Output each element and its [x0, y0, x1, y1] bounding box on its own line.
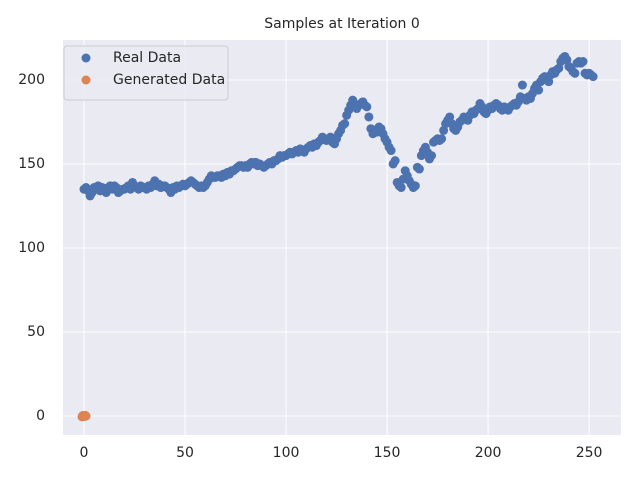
point [362, 102, 372, 112]
point [386, 146, 396, 156]
legend-marker [81, 53, 91, 63]
point [396, 183, 406, 193]
point [414, 164, 424, 174]
x-tick-label: 200 [475, 445, 502, 461]
legend-label: Real Data [113, 50, 181, 66]
point [437, 134, 447, 144]
point [390, 156, 400, 166]
y-tick-label: 200 [18, 72, 45, 88]
point [364, 112, 374, 122]
y-tick-label: 150 [18, 156, 45, 172]
point [517, 80, 527, 90]
point [81, 411, 91, 421]
y-tick-label: 50 [27, 324, 45, 340]
x-tick-label: 100 [273, 445, 300, 461]
point [340, 119, 350, 129]
legend-marker [81, 75, 91, 85]
point [588, 72, 598, 82]
point [570, 68, 580, 78]
legend-box [63, 45, 229, 101]
y-tick-label: 0 [36, 408, 45, 424]
plot-area [63, 40, 621, 435]
point [534, 85, 544, 95]
x-tick-label: 0 [80, 445, 89, 461]
x-tick-label: 150 [374, 445, 401, 461]
point [578, 57, 588, 67]
chart-title: Samples at Iteration 0 [264, 16, 420, 32]
x-tick-label: 50 [176, 445, 194, 461]
y-tick-label: 100 [18, 240, 45, 256]
point [426, 151, 436, 161]
x-tick-label: 250 [576, 445, 603, 461]
legend-label: Generated Data [113, 72, 225, 88]
point [410, 181, 420, 191]
